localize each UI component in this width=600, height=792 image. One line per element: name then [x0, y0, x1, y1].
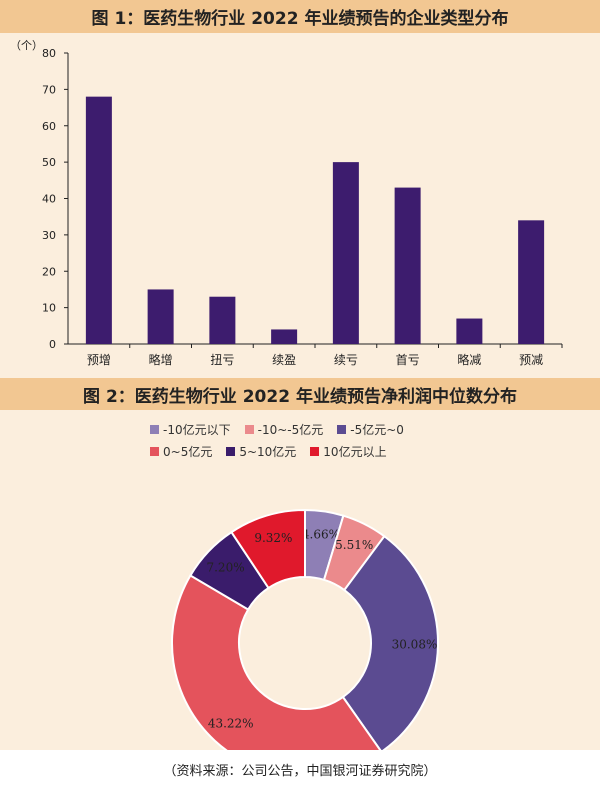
donut-slice — [230, 508, 306, 590]
bar — [147, 289, 174, 344]
bar — [332, 162, 359, 344]
legend-item: 5~10亿元 — [226, 443, 296, 460]
donut-chart-panel: 图 2：医药生物行业 2022 年业绩预告净利润中位数分布 4.66% 5.51%… — [0, 378, 600, 750]
bar-chart-title: 图 1：医药生物行业 2022 年业绩预告的企业类型分布 — [0, 0, 600, 33]
donut-legend: -10亿元以下 -10~-5亿元 -5亿元~0 0~5亿元 5~10亿元 10亿元以上 — [150, 418, 480, 462]
y-tick-label: 70 — [42, 83, 56, 96]
donut-chart: 4.66%5.51% 30.08% 43.22% 7.20% 9.32% — [171, 508, 439, 750]
donut-slice — [171, 574, 382, 750]
y-tick-label: 50 — [42, 156, 56, 169]
x-tick-label: 预减 — [519, 353, 543, 367]
slice-value-label: 4.66% — [302, 528, 340, 542]
y-axis-unit: （个） — [10, 39, 43, 52]
y-tick-label: 40 — [42, 193, 56, 206]
y-tick-label: 0 — [49, 338, 56, 351]
x-tick-label: 续亏 — [334, 353, 358, 367]
slice-value-label: 43.22% — [208, 716, 254, 730]
legend-label: 5~10亿元 — [239, 444, 297, 459]
bar — [85, 96, 112, 345]
legend-label: -10~-5亿元 — [257, 422, 324, 437]
y-tick-label: 10 — [42, 302, 56, 315]
y-tick-label: 20 — [42, 265, 56, 278]
bar — [209, 296, 236, 344]
bar — [518, 220, 545, 344]
bar-chart: 0 10 20 30 40 50 60 70 80（个） 预增 略增 扭亏 续盈 续亏 首亏 略减 预减 — [10, 39, 563, 367]
slice-value-label: 30.08% — [392, 637, 438, 651]
y-tick-label: 30 — [42, 229, 56, 242]
legend-swatch — [337, 424, 347, 434]
x-tick-label: 略减 — [457, 352, 481, 367]
legend-label: -5亿元~0 — [350, 422, 404, 437]
legend-label: -10亿元以下 — [163, 422, 231, 437]
bar — [271, 329, 298, 344]
x-tick-label: 扭亏 — [210, 353, 234, 367]
y-tick-label: 60 — [42, 120, 56, 133]
legend-swatch — [244, 424, 254, 434]
legend-item: 10亿元以上 — [310, 443, 387, 460]
legend-row: -10亿元以下 -10~-5亿元 -5亿元~0 — [150, 418, 480, 440]
legend-label: 0~5亿元 — [163, 444, 213, 459]
legend-item: -5亿元~0 — [337, 421, 404, 438]
x-tick-label: 预增 — [87, 353, 111, 367]
slice-value-label: 7.20% — [206, 561, 244, 575]
y-tick-label: 80 — [42, 47, 56, 60]
bar — [394, 187, 421, 344]
bar — [456, 318, 483, 344]
legend-item: -10~-5亿元 — [244, 421, 324, 438]
legend-swatch — [310, 446, 320, 456]
legend-label: 10亿元以上 — [323, 444, 387, 459]
bar-chart-panel: 图 1：医药生物行业 2022 年业绩预告的企业类型分布 0 10 20 30 40 50… — [0, 0, 600, 378]
legend-swatch — [150, 424, 159, 434]
legend-item: 0~5亿元 — [150, 443, 212, 460]
donut-slice — [341, 534, 439, 750]
x-tick-label: 续盈 — [272, 353, 296, 367]
source-note: （资料来源：公司公告，中国银河证券研究院） — [163, 764, 437, 779]
x-tick-label: 首亏 — [396, 353, 420, 367]
legend-row: 0~5亿元 5~10亿元 10亿元以上 — [150, 440, 480, 462]
slice-value-label: 9.32% — [254, 531, 292, 545]
donut-chart-title: 图 2：医药生物行业 2022 年业绩预告净利润中位数分布 — [0, 378, 600, 410]
legend-item: -10亿元以下 — [150, 421, 231, 438]
legend-swatch — [226, 446, 236, 456]
legend-swatch — [150, 446, 159, 456]
slice-value-label: 5.51% — [335, 538, 373, 552]
x-tick-label: 略增 — [149, 352, 173, 367]
